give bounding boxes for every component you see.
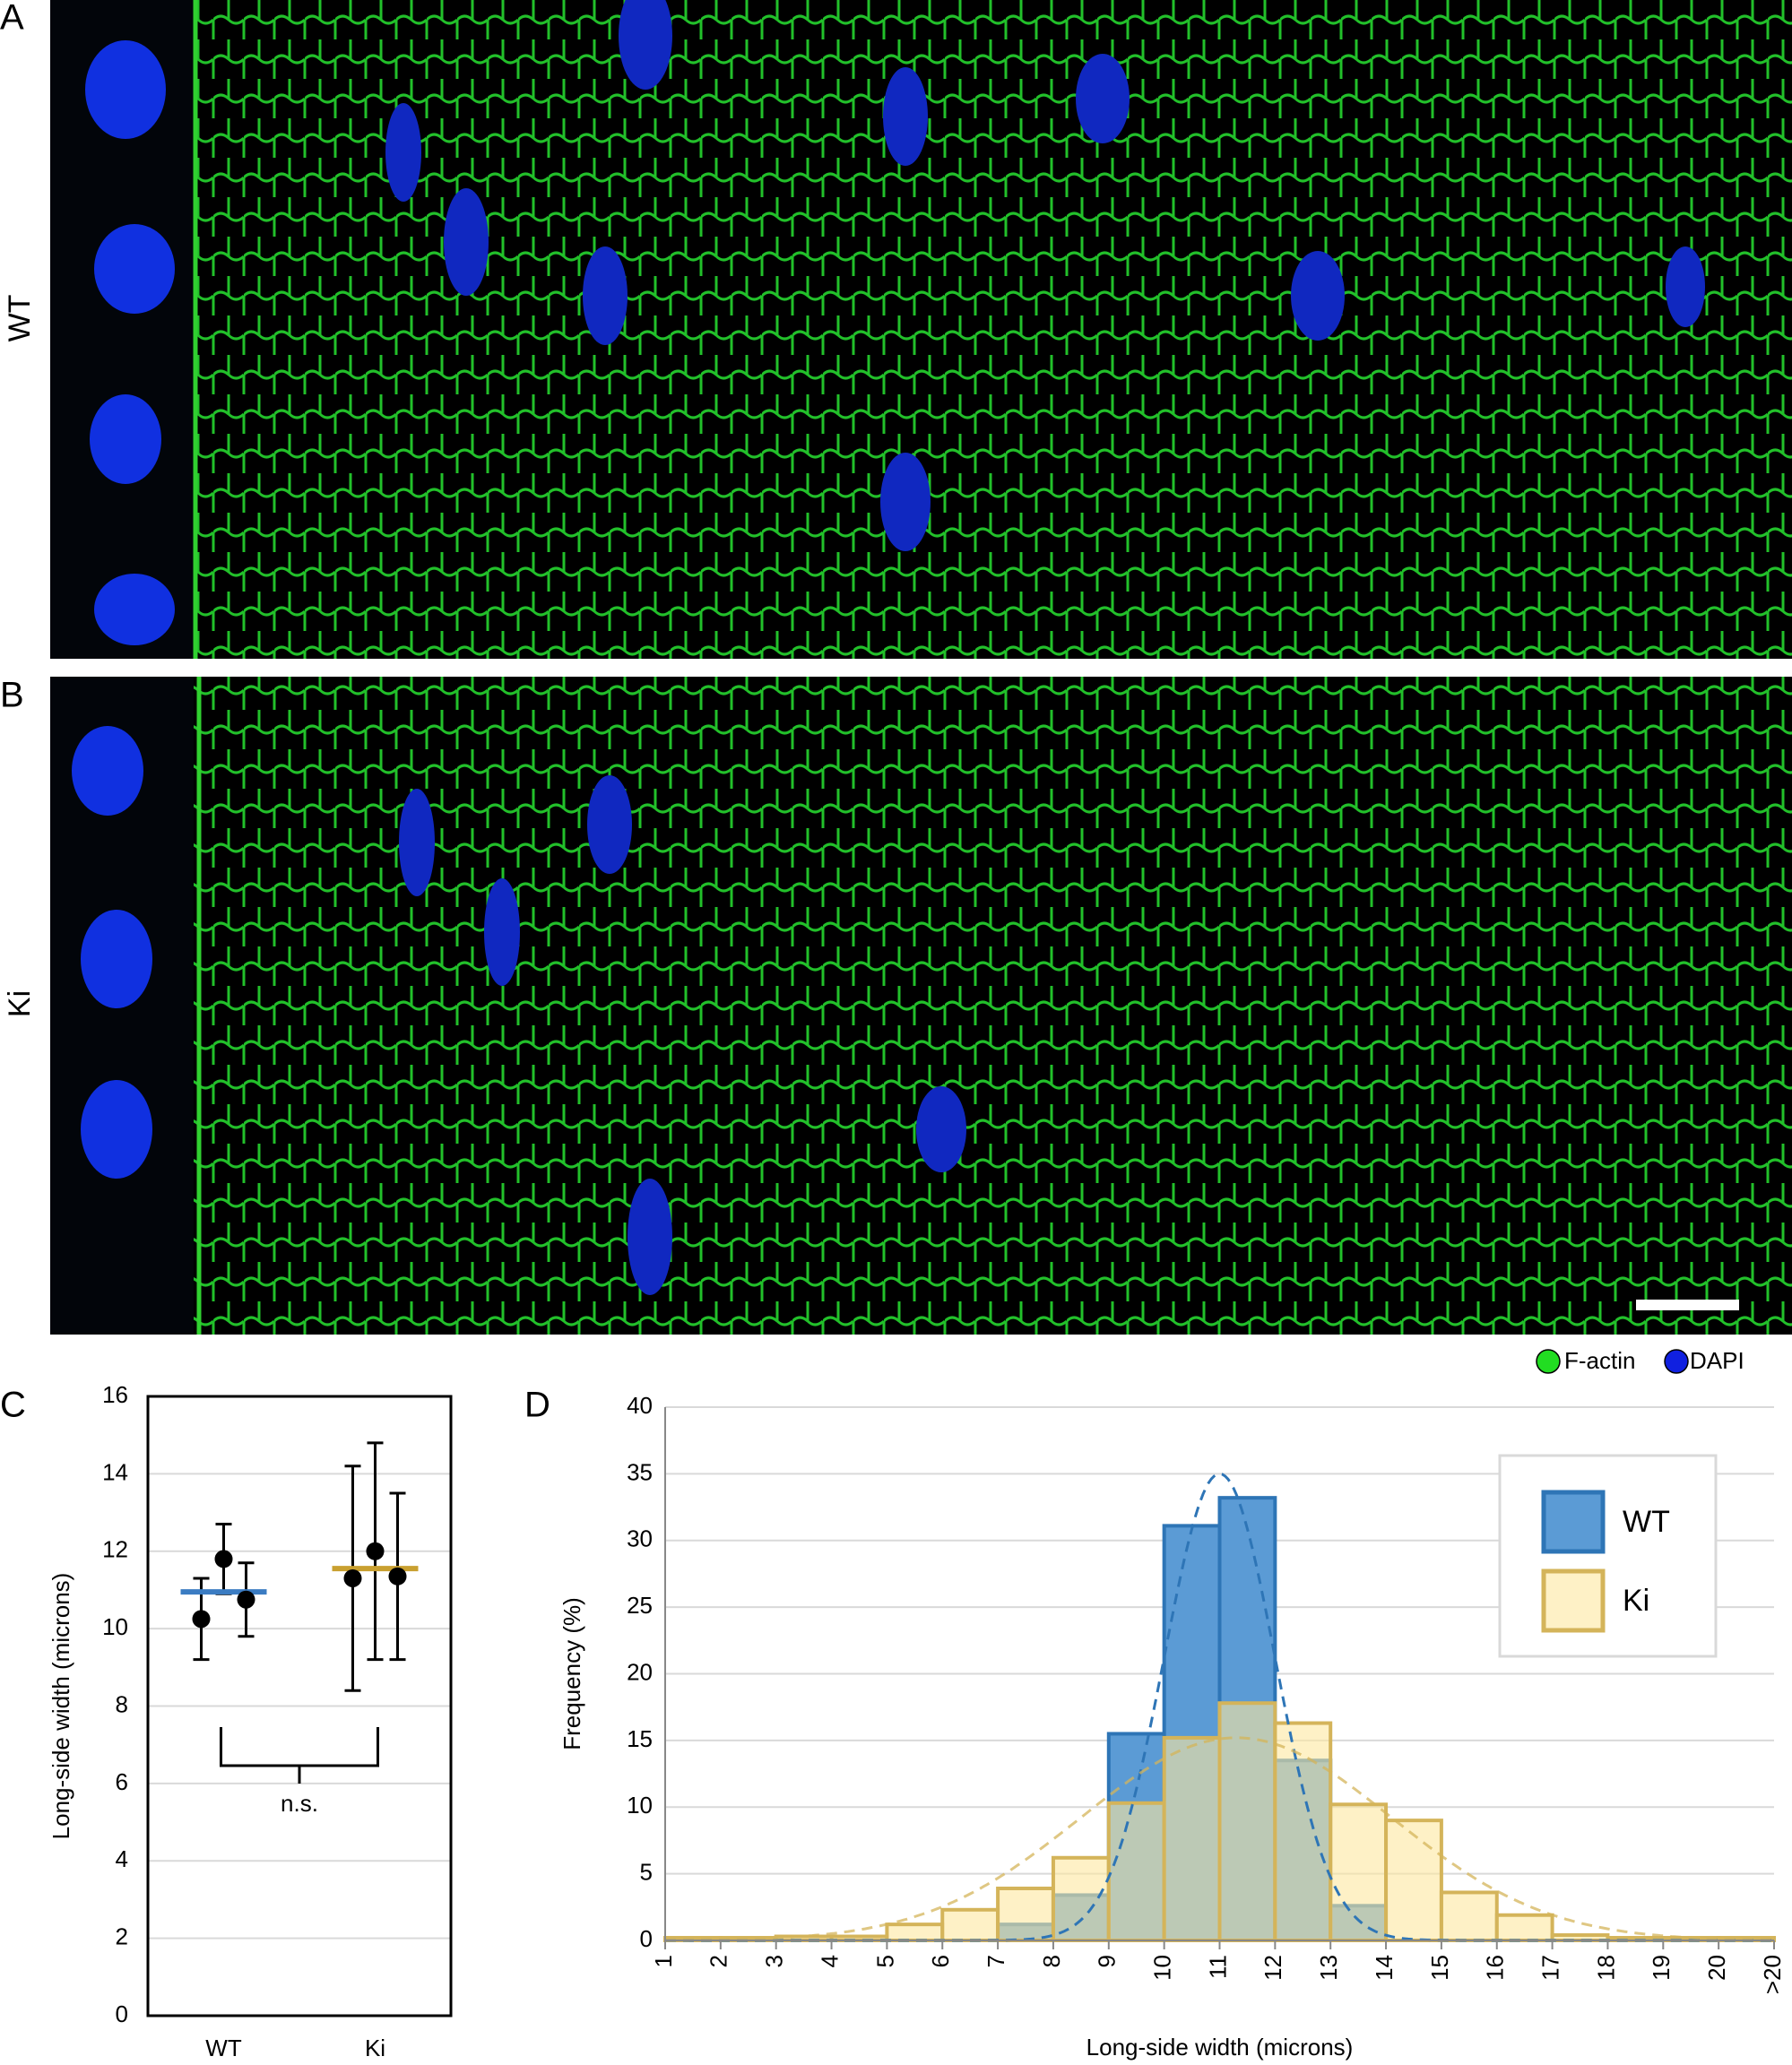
x-tick-label: 3 [761, 1955, 788, 1967]
y-tick-label: 8 [116, 1690, 128, 1717]
x-tick-label: 16 [1482, 1955, 1509, 1981]
x-tick-label: 12 [1260, 1955, 1286, 1981]
bar [940, 1907, 1000, 1943]
x-tick-label: 6 [927, 1955, 954, 1967]
bar [1439, 1890, 1499, 1942]
bar [1051, 1855, 1111, 1942]
x-tick-label: 17 [1537, 1955, 1563, 1981]
x-tick-label: 15 [1426, 1955, 1453, 1981]
legend-box [1498, 1454, 1718, 1658]
data-point [388, 1567, 407, 1585]
legend-label: Ki [1623, 1584, 1649, 1618]
y-axis-label: Long-side width (microns) [48, 1573, 74, 1840]
x-tick-label: Ki [365, 2035, 385, 2061]
bar [1384, 1819, 1443, 1942]
bar [1106, 1801, 1166, 1942]
y-tick-label: 5 [640, 1859, 653, 1886]
x-tick-label: 2 [706, 1955, 732, 1967]
legend-swatch [1541, 1490, 1606, 1554]
data-point [343, 1568, 362, 1587]
y-tick-label: 30 [627, 1525, 653, 1552]
y-tick-label: 15 [627, 1725, 653, 1752]
data-point [214, 1550, 233, 1568]
y-tick-label: 4 [116, 1845, 128, 1872]
legend-label: DAPI [1690, 1347, 1744, 1374]
panel-label: A [0, 0, 24, 38]
y-tick-label: 10 [627, 1792, 653, 1819]
micrograph-b [50, 677, 1792, 1335]
x-tick-label: 10 [1149, 1955, 1176, 1981]
x-tick-label: >20 [1759, 1955, 1786, 1994]
bar [1273, 1721, 1333, 1942]
x-tick-label: 19 [1648, 1955, 1675, 1981]
y-tick-label: 6 [116, 1768, 128, 1795]
significance-bracket [220, 1727, 379, 1784]
bar [996, 1886, 1055, 1943]
x-tick-label: WT [205, 2035, 242, 2061]
legend-label: WT [1623, 1505, 1670, 1539]
legend-swatch [1536, 1349, 1561, 1374]
y-tick-label: 2 [116, 1923, 128, 1950]
y-tick-label: 14 [102, 1458, 128, 1485]
y-tick-label: 25 [627, 1592, 653, 1619]
plot-frame [146, 1395, 453, 2017]
x-tick-label: 1 [650, 1955, 677, 1967]
x-tick-label: 8 [1038, 1955, 1065, 1967]
x-tick-label: 4 [816, 1955, 843, 1967]
y-tick-label: 0 [640, 1925, 653, 1952]
panel-label: C [0, 1386, 26, 1425]
legend-swatch [1541, 1568, 1606, 1633]
x-axis-label: Long-side width (microns) [1086, 2034, 1354, 2061]
y-tick-label: 16 [102, 1381, 128, 1408]
panel-label: B [0, 676, 24, 715]
panel-label: D [524, 1386, 550, 1425]
y-tick-label: 40 [627, 1392, 653, 1419]
data-point [237, 1590, 255, 1609]
bar [1494, 1913, 1554, 1943]
x-tick-label: 14 [1371, 1955, 1398, 1981]
y-axis-label: Frequency (%) [558, 1597, 585, 1750]
x-tick-label: 7 [983, 1955, 1009, 1967]
x-tick-label: 5 [871, 1955, 898, 1967]
x-tick-label: 9 [1094, 1955, 1121, 1967]
legend-label: F-actin [1564, 1347, 1635, 1374]
x-tick-label: 11 [1204, 1955, 1231, 1979]
legend-swatch [1664, 1349, 1689, 1374]
genotype-label: WT [3, 295, 37, 342]
genotype-label: Ki [3, 990, 37, 1017]
data-point [192, 1610, 211, 1629]
micrograph-a [50, 0, 1792, 659]
data-point [366, 1542, 385, 1560]
y-tick-label: 35 [627, 1458, 653, 1485]
y-tick-label: 0 [116, 2000, 128, 2027]
x-tick-label: 13 [1315, 1955, 1342, 1981]
y-tick-label: 10 [102, 1613, 128, 1640]
bar [885, 1922, 945, 1942]
bar [1162, 1735, 1222, 1943]
fit-curve [665, 1736, 1774, 1942]
x-tick-label: 18 [1592, 1955, 1619, 1981]
y-tick-label: 20 [627, 1658, 653, 1685]
annotation: n.s. [281, 1790, 318, 1817]
x-tick-label: 20 [1703, 1955, 1730, 1981]
y-tick-label: 12 [102, 1536, 128, 1563]
